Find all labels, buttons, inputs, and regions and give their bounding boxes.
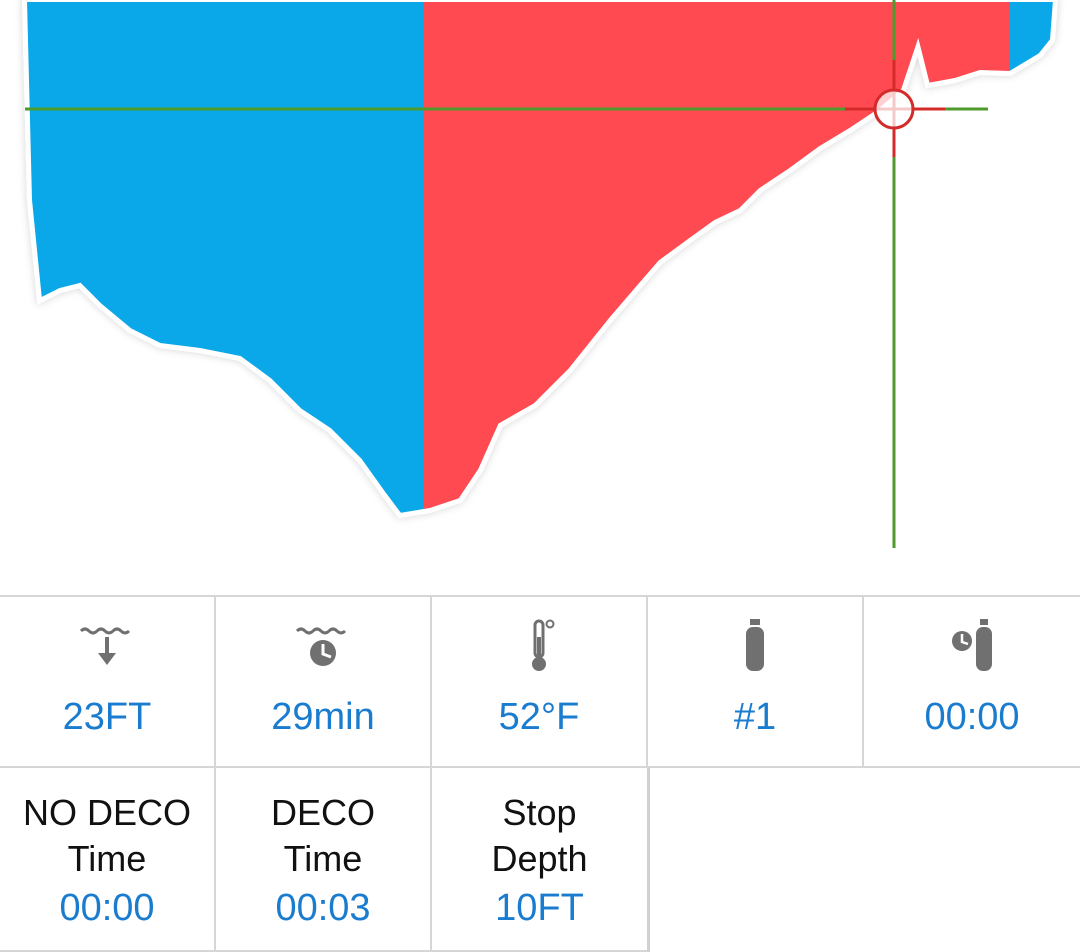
- dive-time-icon: [295, 627, 347, 666]
- no-deco-time-label: NO DECO Time: [22, 792, 191, 879]
- tank-time-cell: 00:00: [864, 595, 1080, 768]
- tank-cell: #1: [648, 595, 864, 768]
- deco-time-label: DECO Time: [270, 792, 375, 879]
- stop-depth-cell: Stop Depth 10FT: [432, 768, 650, 952]
- depth-cell: 23FT: [0, 595, 216, 768]
- dive-cursor-crosshair[interactable]: [25, 0, 988, 548]
- no-deco-segment-end: [1010, 0, 1055, 515]
- dive-cursor-marker: [873, 88, 915, 130]
- tank-icon: [746, 619, 764, 671]
- deco-time-value: 00:03: [275, 887, 371, 929]
- tank-time-icon: [952, 619, 992, 671]
- dive-time-cell: 29min: [216, 595, 432, 768]
- no-deco-time-value: 00:00: [59, 887, 155, 929]
- no-deco-segment: [25, 0, 423, 515]
- thermometer-icon: [532, 619, 555, 671]
- tank-value: #1: [733, 696, 777, 738]
- depth-value: 23FT: [62, 696, 152, 738]
- stop-depth-label: Stop Depth: [491, 792, 588, 879]
- deco-time-cell: DECO Time 00:03: [216, 768, 432, 952]
- dive-stats-grid: 23FT 29min 52°F #1 00:00: [0, 595, 1080, 952]
- tank-time-value: 00:00: [924, 696, 1020, 738]
- stop-depth-value: 10FT: [495, 887, 584, 929]
- temperature-cell: 52°F: [432, 595, 648, 768]
- no-deco-time-cell: NO DECO Time 00:00: [0, 768, 216, 952]
- dive-time-value: 29min: [271, 696, 375, 738]
- temperature-value: 52°F: [498, 696, 580, 738]
- depth-icon: [79, 627, 131, 665]
- deco-segment: [423, 0, 1010, 515]
- dive-profile-chart[interactable]: [0, 0, 1080, 595]
